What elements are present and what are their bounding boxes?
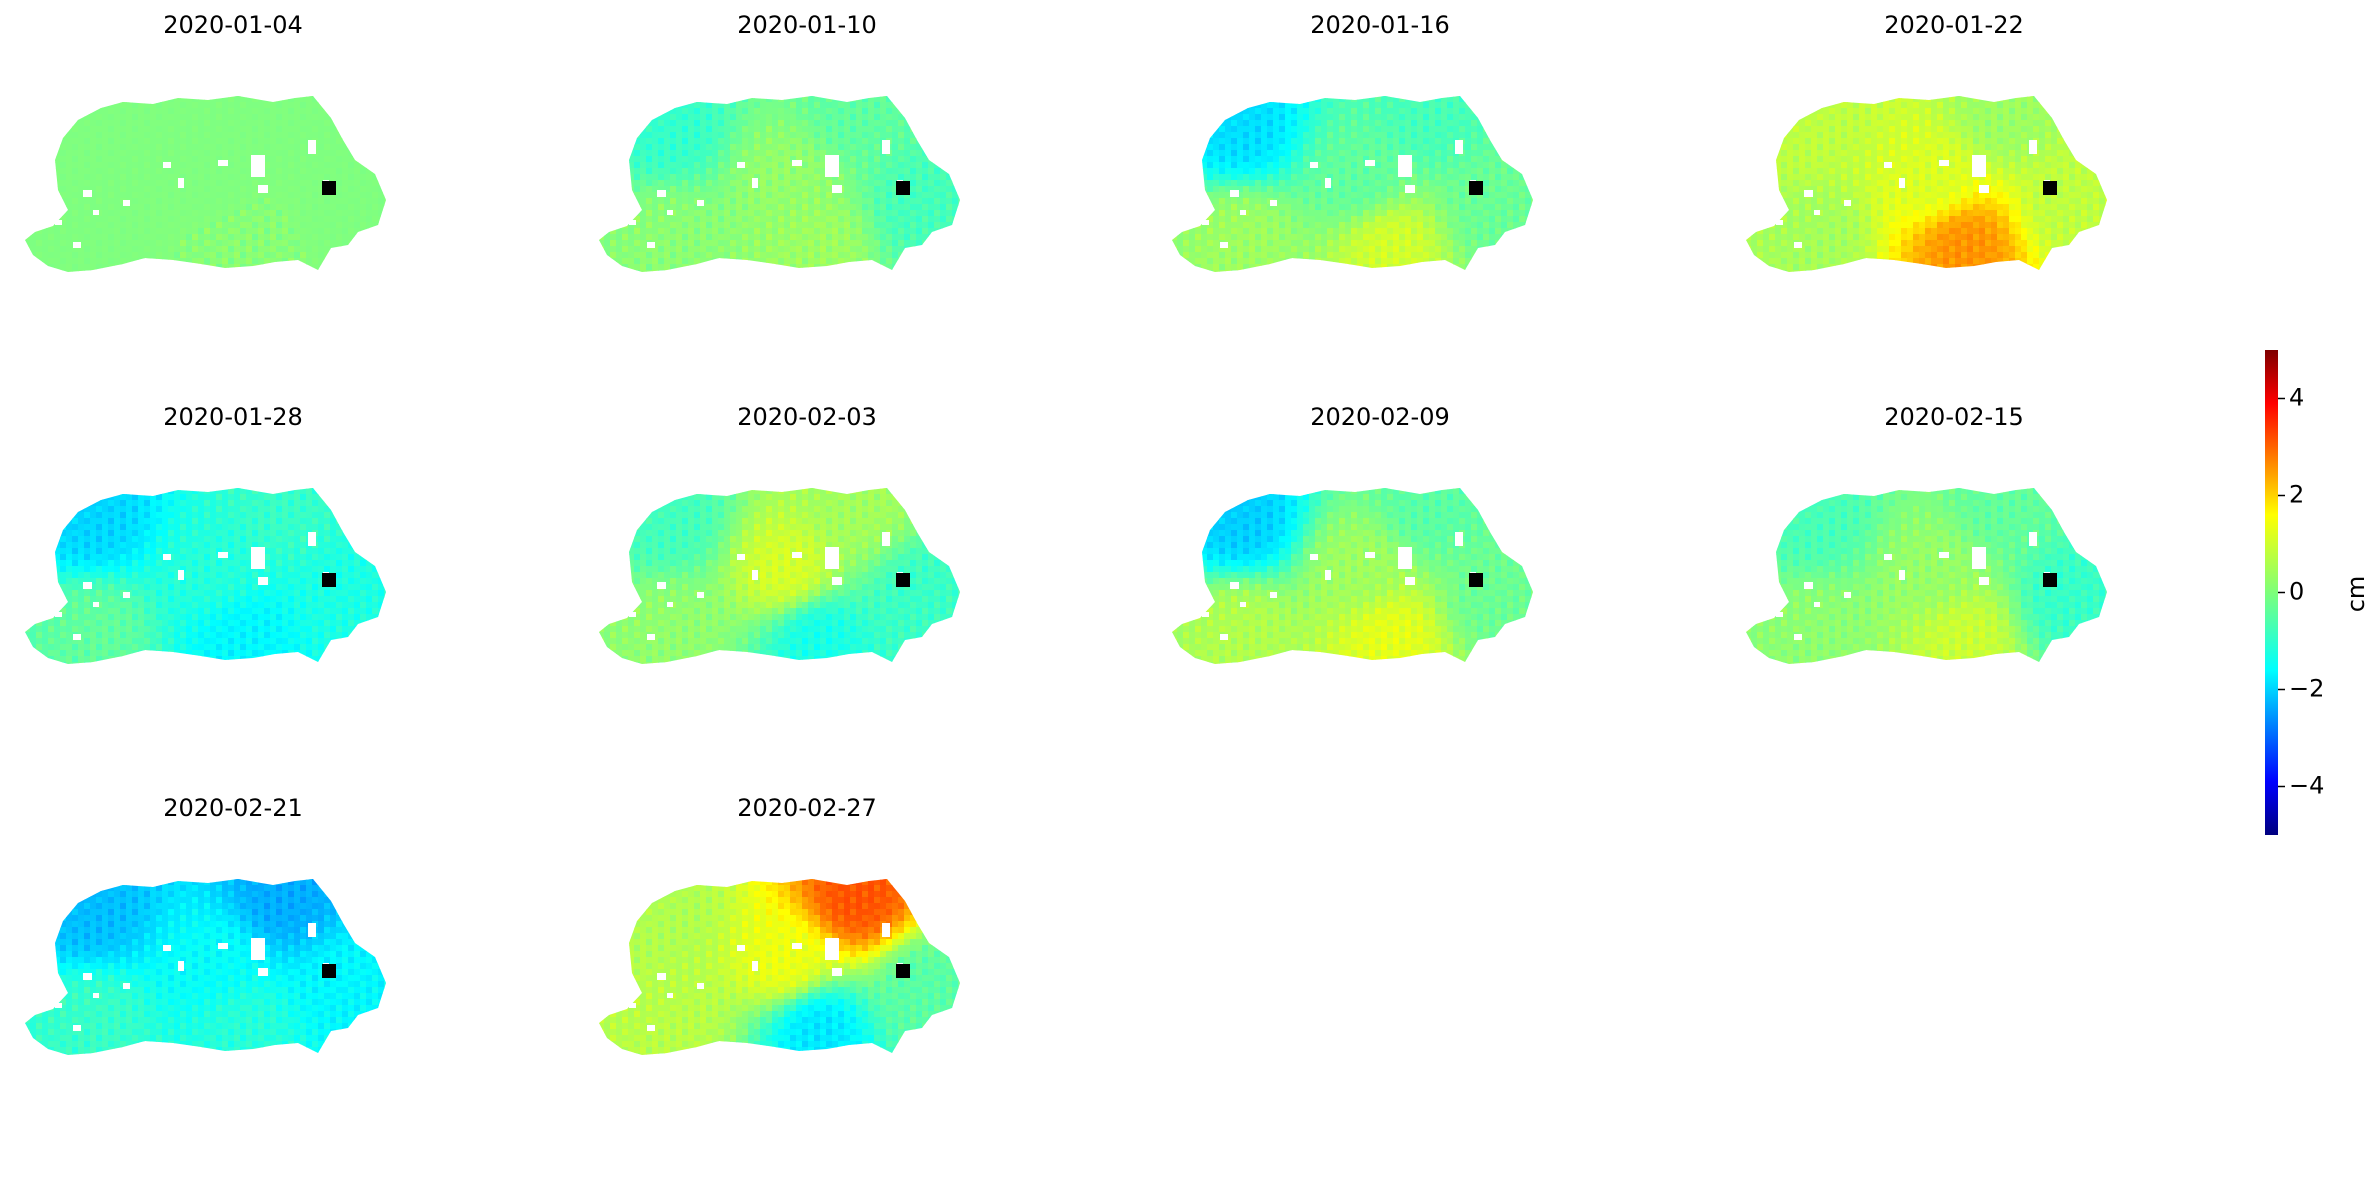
colorbar-tick-label: 2: [2289, 481, 2304, 509]
data-gaps: [629, 140, 903, 248]
reference-point-marker: [322, 181, 336, 195]
map-panel: 2020-01-10: [587, 10, 1027, 340]
panel-title: 2020-01-28: [13, 402, 453, 432]
map-image: [25, 96, 386, 272]
map-panel: 2020-02-27: [587, 793, 1027, 1123]
map-image: [599, 96, 960, 272]
map-image: [1746, 488, 2107, 664]
data-gaps: [55, 923, 329, 1031]
reference-point-marker: [2043, 181, 2057, 195]
reference-point-marker: [896, 181, 910, 195]
colorbar-label: cm: [2342, 576, 2370, 613]
displacement-field: [1172, 96, 1533, 272]
displacement-field: [1746, 488, 2107, 664]
map-panel: 2020-02-15: [1734, 402, 2174, 732]
panel-title: 2020-02-27: [587, 793, 1027, 823]
reference-point-marker: [896, 964, 910, 978]
displacement-field: [25, 96, 386, 272]
panel-title: 2020-02-15: [1734, 402, 2174, 432]
panel-title: 2020-01-22: [1734, 10, 2174, 40]
panel-title: 2020-01-10: [587, 10, 1027, 40]
map-panel: 2020-02-03: [587, 402, 1027, 732]
reference-point-marker: [2043, 573, 2057, 587]
map-panel: 2020-01-04: [13, 10, 453, 340]
map-image: [25, 879, 386, 1055]
panel-title: 2020-01-16: [1160, 10, 1600, 40]
map-image: [25, 488, 386, 664]
displacement-field: [25, 488, 386, 664]
map-image: [1172, 96, 1533, 272]
colorbar-tick-label: −2: [2289, 675, 2324, 703]
panel-title: 2020-02-21: [13, 793, 453, 823]
map-panel: 2020-01-28: [13, 402, 453, 732]
map-panel: 2020-01-16: [1160, 10, 1600, 340]
data-gaps: [629, 923, 903, 1031]
displacement-field: [599, 879, 960, 1055]
reference-point-marker: [896, 573, 910, 587]
displacement-field: [25, 879, 386, 1055]
colorbar-tick-label: 0: [2289, 578, 2304, 606]
data-gaps: [629, 532, 903, 640]
panel-title: 2020-02-03: [587, 402, 1027, 432]
map-image: [1746, 96, 2107, 272]
colorbar-gradient: [2265, 350, 2278, 835]
data-gaps: [1202, 532, 1476, 640]
data-gaps: [55, 140, 329, 248]
panel-title: 2020-02-09: [1160, 402, 1600, 432]
colorbar-ticks: 4 2 0 −2 −4: [2278, 384, 2324, 800]
displacement-field: [599, 488, 960, 664]
reference-point-marker: [1469, 573, 1483, 587]
reference-point-marker: [1469, 181, 1483, 195]
colorbar: 4 2 0 −2 −4 cm: [2265, 350, 2370, 835]
data-gaps: [1776, 532, 2050, 640]
reference-point-marker: [322, 964, 336, 978]
panel-title: 2020-01-04: [13, 10, 453, 40]
map-image: [599, 488, 960, 664]
map-panel: 2020-02-21: [13, 793, 453, 1123]
displacement-field: [1746, 96, 2107, 272]
colorbar-tick-label: −4: [2289, 772, 2324, 800]
colorbar-tick-label: 4: [2289, 384, 2304, 412]
map-panel: 2020-01-22: [1734, 10, 2174, 340]
map-panel: 2020-02-09: [1160, 402, 1600, 732]
displacement-field: [1172, 488, 1533, 664]
map-image: [599, 879, 960, 1055]
reference-point-marker: [322, 573, 336, 587]
displacement-field: [599, 96, 960, 272]
map-image: [1172, 488, 1533, 664]
